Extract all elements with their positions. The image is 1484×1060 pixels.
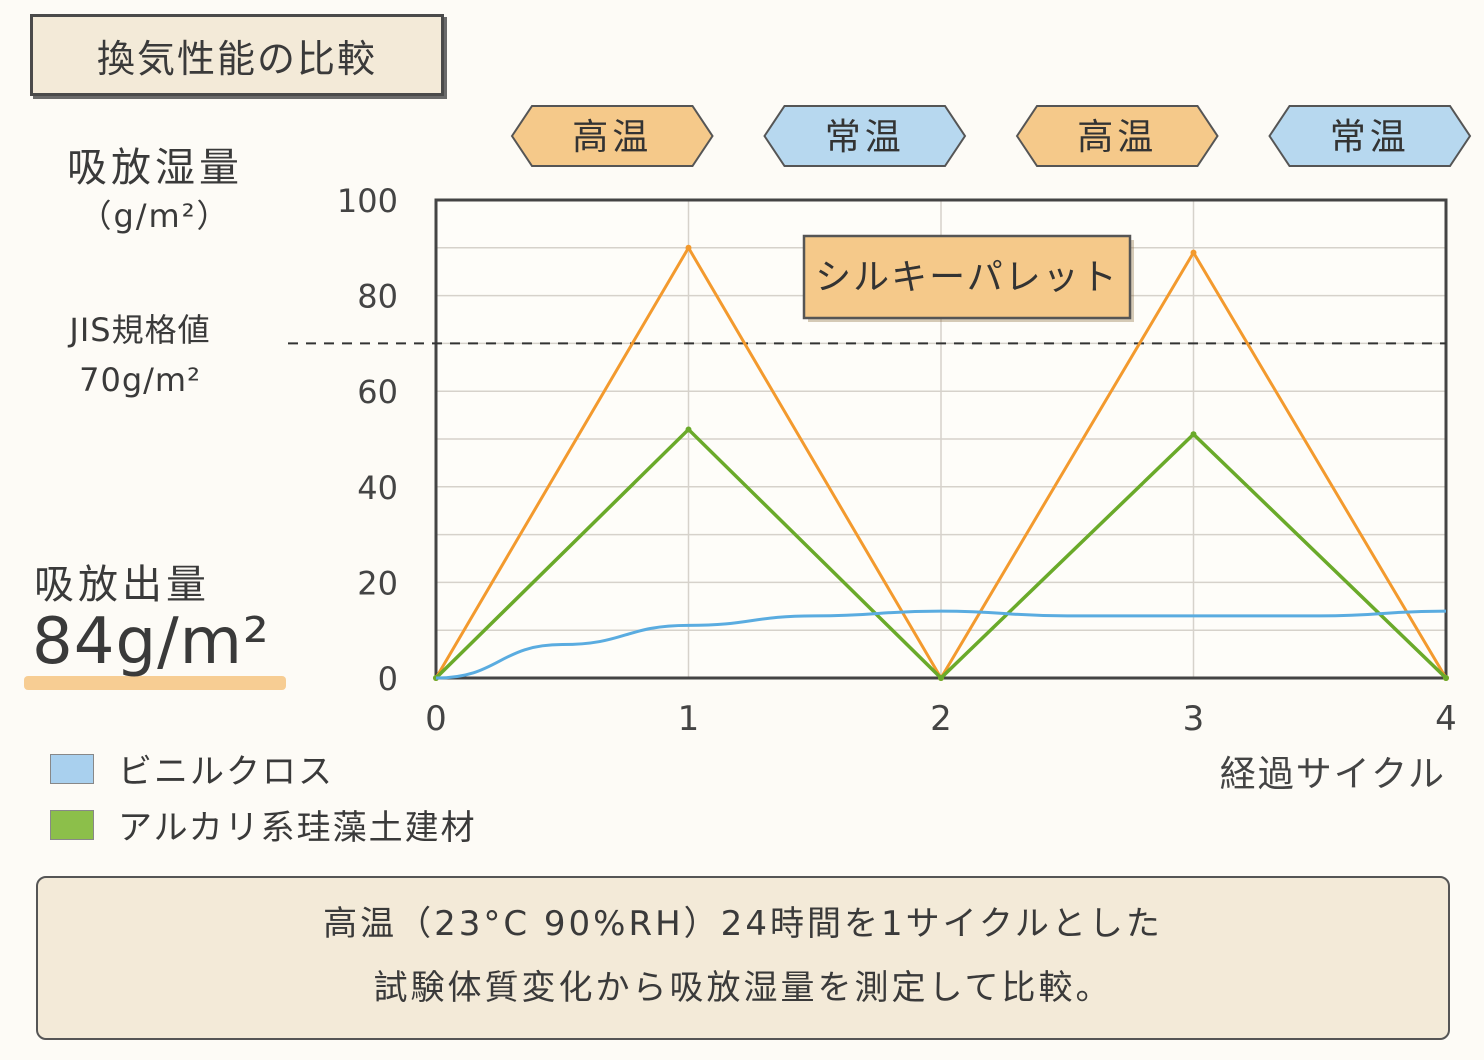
x-axis-label: 経過サイクル	[1220, 754, 1446, 795]
x-tick-label: 3	[1183, 699, 1205, 739]
note-box: 高温（23°C 90%RH）24時間を1サイクルとした 試験体質変化から吸放湿量…	[36, 876, 1450, 1040]
callout-label: シルキーパレット	[815, 257, 1119, 298]
note-line2: 試験体質変化から吸放湿量を測定して比較。	[373, 968, 1113, 1008]
phase-label: 常温	[825, 117, 905, 158]
data-point	[1190, 249, 1197, 256]
data-point	[1190, 431, 1197, 438]
highlight-underline	[24, 676, 286, 690]
phase-tag-hot	[510, 105, 714, 167]
phase-label: 常温	[1330, 117, 1410, 158]
legend-item-diatomite: アルカリ系珪藻土建材	[50, 800, 477, 849]
note-line1: 高温（23°C 90%RH）24時間を1サイクルとした	[323, 904, 1163, 944]
reference-label-line2: 70g/m²	[79, 361, 201, 399]
legend-label-vinyl: ビニルクロス	[118, 752, 334, 792]
legend-swatch-vinyl	[50, 753, 94, 784]
x-tick-label: 0	[425, 699, 447, 739]
y-tick-label: 60	[357, 373, 398, 411]
reference-label: JIS規格値 70g/m²	[30, 305, 250, 405]
y-axis-label: 吸放湿量 （g/m²）	[30, 144, 280, 240]
data-point	[1443, 675, 1449, 681]
legend-item-vinyl: ビニルクロス	[50, 744, 334, 793]
y-tick-label: 20	[357, 564, 398, 602]
data-point	[685, 426, 692, 433]
data-point	[685, 244, 692, 251]
y-axis-unit: （g/m²）	[79, 197, 231, 235]
series-line	[435, 609, 1447, 680]
callout-box	[802, 234, 1132, 320]
x-tick-label: 4	[1435, 699, 1457, 739]
y-tick-label: 100	[337, 182, 398, 220]
chart-title: 換気性能の比較	[30, 14, 444, 96]
legend-label-diatomite: アルカリ系珪藻土建材	[118, 808, 477, 848]
x-tick-label: 2	[930, 699, 952, 739]
highlight-value: 84g/m²	[32, 605, 270, 679]
y-tick-label: 80	[357, 278, 398, 316]
phase-tag-normal	[763, 105, 967, 167]
data-point	[938, 675, 944, 681]
legend-swatch-diatomite	[50, 809, 94, 840]
phase-tag-normal	[1268, 105, 1472, 167]
phase-tag-hot	[1015, 105, 1219, 167]
phase-label: 高温	[1077, 117, 1157, 158]
y-axis-title: 吸放湿量	[67, 145, 243, 191]
phase-label: 高温	[572, 117, 652, 158]
y-tick-label: 0	[378, 660, 398, 698]
x-tick-label: 1	[678, 699, 700, 739]
y-tick-label: 40	[357, 469, 398, 507]
reference-label-line1: JIS規格値	[69, 311, 211, 349]
highlight-label: 吸放出量	[34, 562, 210, 608]
